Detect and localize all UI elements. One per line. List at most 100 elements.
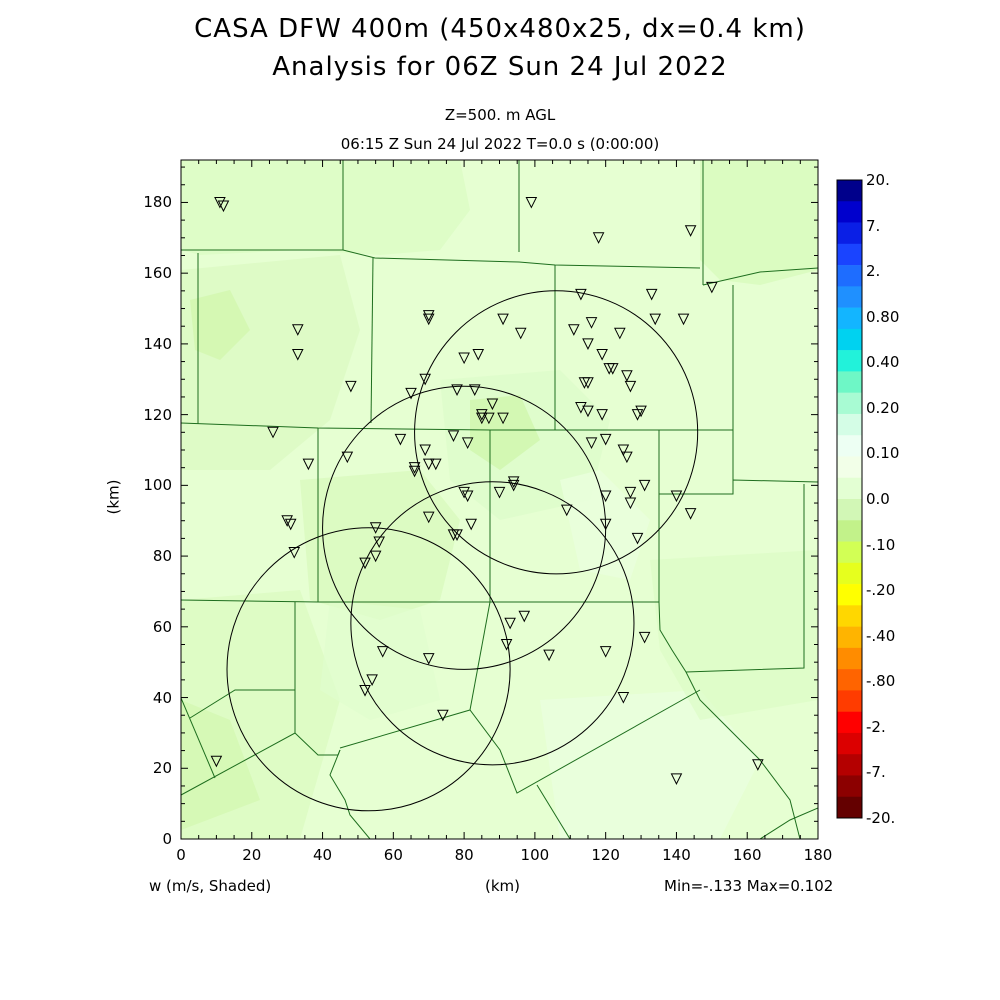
colorbar-frame bbox=[836, 179, 863, 819]
station-marker bbox=[670, 490, 683, 503]
tick-label: 160 bbox=[732, 846, 762, 864]
station-marker bbox=[472, 349, 485, 361]
station-marker bbox=[291, 349, 304, 361]
colorbar-swatch bbox=[837, 201, 862, 223]
map-valid-time: 06:15 Z Sun 24 Jul 2022 T=0.0 s (0:00:00… bbox=[340, 135, 660, 153]
station-marker bbox=[624, 486, 637, 499]
station-marker bbox=[575, 288, 587, 301]
station-marker bbox=[582, 405, 594, 418]
tick-label: 7. bbox=[866, 216, 881, 235]
colorbar-swatch bbox=[837, 541, 862, 564]
tick-label: -.10 bbox=[866, 535, 896, 554]
station-marker bbox=[507, 476, 520, 488]
colorbar-swatch bbox=[837, 626, 862, 649]
tick-label: 0.40 bbox=[866, 353, 900, 372]
tick-label: -7. bbox=[866, 763, 886, 782]
radar-ring bbox=[226, 527, 511, 812]
colorbar-swatch bbox=[837, 243, 862, 266]
tick-label: -20. bbox=[866, 809, 896, 827]
station-marker bbox=[359, 684, 371, 697]
station-marker bbox=[621, 370, 633, 382]
station-marker bbox=[649, 313, 662, 326]
tick-label: 2. bbox=[866, 262, 881, 281]
colorbar-swatch bbox=[837, 371, 862, 393]
tick-label: 0.10 bbox=[866, 444, 900, 463]
station-marker bbox=[585, 437, 598, 450]
colorbar-swatch bbox=[837, 647, 862, 670]
tick-label: 80 bbox=[454, 846, 474, 864]
station-marker bbox=[635, 405, 647, 418]
station-marker bbox=[525, 196, 538, 209]
station-marker bbox=[281, 515, 293, 527]
station-marker bbox=[599, 518, 612, 531]
radar-ring bbox=[322, 385, 607, 670]
radar-ring bbox=[414, 290, 699, 575]
station-marker bbox=[684, 508, 697, 520]
station-marker bbox=[419, 444, 431, 457]
x-axis-label: (km) bbox=[485, 877, 521, 895]
colorbar bbox=[836, 179, 863, 819]
station-marker bbox=[447, 430, 460, 442]
tick-label: 160 bbox=[143, 264, 172, 283]
tick-label: 100 bbox=[520, 846, 550, 864]
station-marker bbox=[585, 317, 598, 329]
station-marker bbox=[631, 409, 644, 421]
station-marker bbox=[422, 458, 435, 471]
station-marker bbox=[405, 387, 417, 400]
colorbar-swatch bbox=[837, 690, 862, 712]
colorbar-swatch bbox=[837, 350, 862, 372]
station-marker bbox=[624, 380, 637, 393]
colorbar-swatch bbox=[837, 711, 862, 734]
colorbar-swatch bbox=[837, 265, 862, 287]
station-marker bbox=[486, 398, 499, 411]
colorbar-swatch bbox=[837, 796, 862, 819]
station-marker bbox=[596, 409, 608, 421]
tick-label: 0.0 bbox=[866, 490, 890, 508]
colorbar-swatch bbox=[837, 562, 862, 585]
county-boundaries bbox=[181, 160, 818, 839]
station-marker bbox=[284, 518, 297, 531]
station-marker bbox=[408, 465, 421, 478]
station-marker bbox=[291, 324, 304, 336]
map-level-label: Z=500. m AGL bbox=[444, 106, 556, 124]
tick-label: 20. bbox=[866, 171, 890, 189]
station-marker bbox=[422, 310, 435, 322]
colorbar-swatch bbox=[837, 413, 862, 436]
colorbar-swatch bbox=[837, 732, 862, 755]
station-marker bbox=[582, 338, 594, 351]
station-marker bbox=[468, 384, 481, 396]
colorbar-swatch bbox=[837, 669, 862, 691]
station-marker bbox=[458, 352, 470, 365]
axis-ticks bbox=[180, 160, 819, 840]
colorbar-swatch bbox=[837, 754, 862, 776]
tick-label: 0 bbox=[162, 830, 172, 848]
station-marker bbox=[638, 631, 651, 644]
tick-label: -.80 bbox=[866, 672, 896, 691]
colorbar-swatch bbox=[837, 328, 862, 351]
station-marker bbox=[596, 349, 608, 361]
map-analysis-time: Analysis for 06Z Sun 24 Jul 2022 bbox=[272, 52, 728, 82]
station-marker bbox=[422, 511, 435, 524]
station-marker bbox=[447, 529, 460, 541]
station-marker bbox=[267, 426, 279, 439]
colorbar-swatch bbox=[837, 477, 862, 500]
station-marker bbox=[568, 324, 580, 336]
station-marker bbox=[507, 479, 520, 492]
station-marker bbox=[465, 518, 477, 531]
station-marker bbox=[217, 200, 230, 213]
radar-range-rings bbox=[226, 290, 699, 812]
station-marker bbox=[475, 412, 488, 425]
tick-label: 40 bbox=[152, 688, 172, 707]
tick-label: 0.80 bbox=[866, 307, 900, 326]
station-marker bbox=[624, 497, 637, 510]
station-marker bbox=[376, 646, 389, 658]
station-marker bbox=[429, 458, 442, 471]
station-marker bbox=[514, 327, 527, 340]
station-marker bbox=[419, 373, 431, 386]
station-marker bbox=[500, 638, 513, 651]
field-label: w (m/s, Shaded) bbox=[149, 877, 272, 895]
station-marker bbox=[369, 522, 382, 534]
station-marker bbox=[592, 232, 605, 244]
tick-label: 140 bbox=[143, 334, 172, 353]
station-marker bbox=[645, 288, 658, 301]
